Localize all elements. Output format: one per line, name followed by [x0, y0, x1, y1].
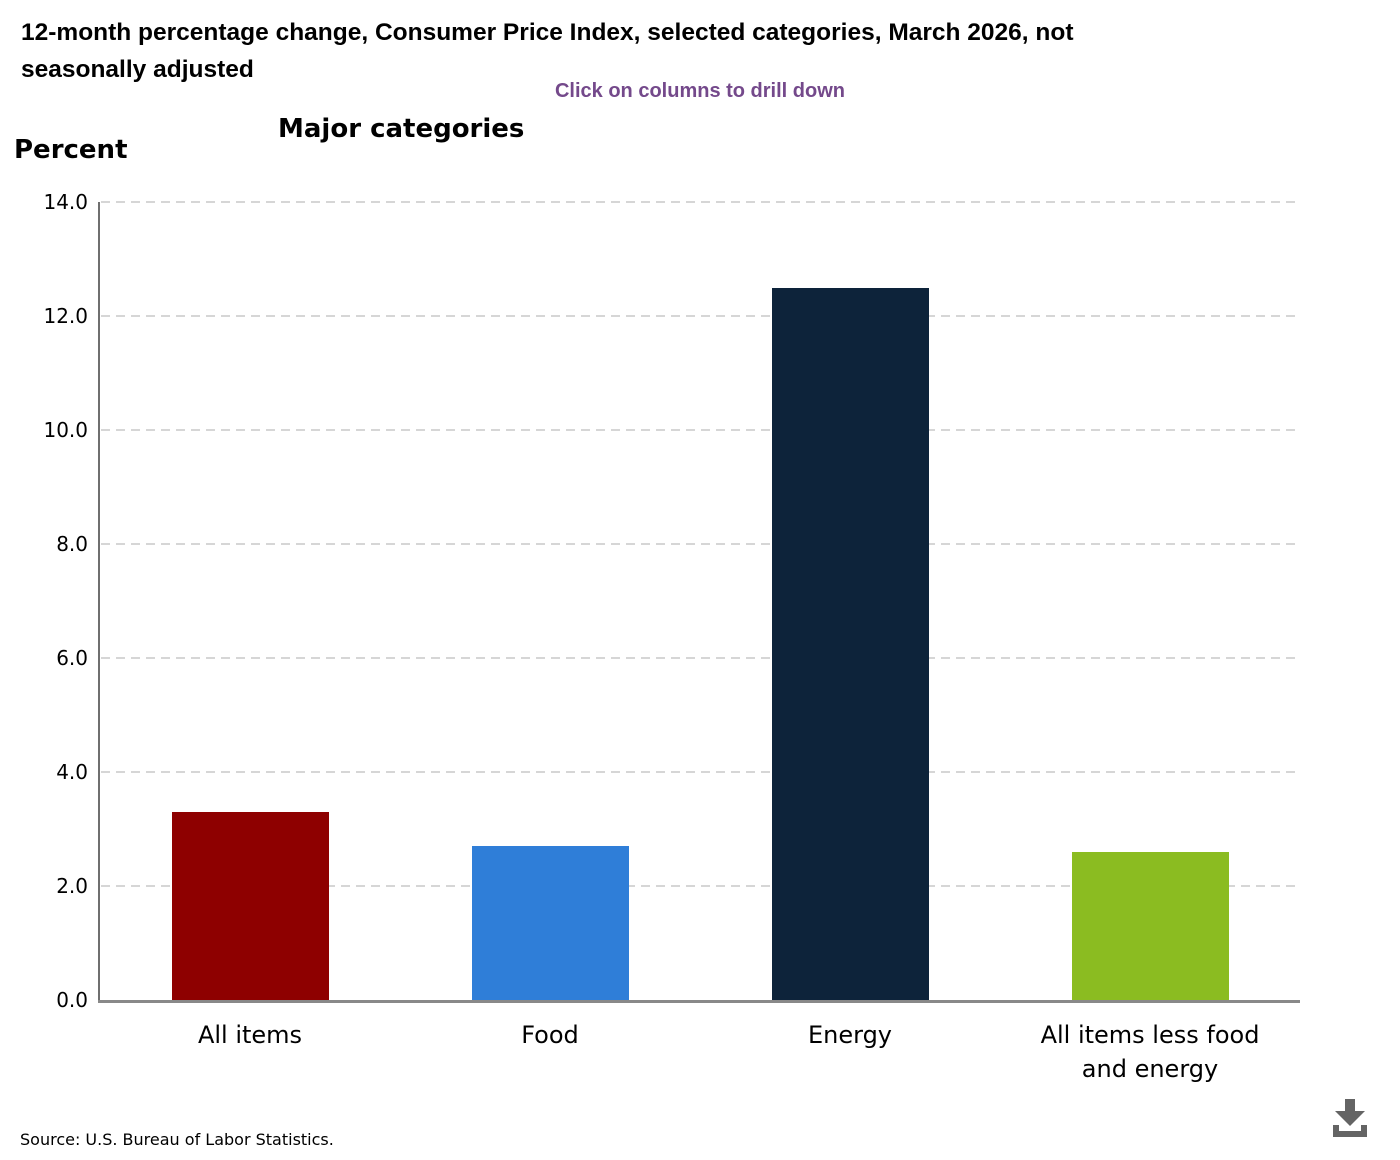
x-label-energy: Energy [807, 1021, 893, 1049]
y-tick-14.0: 14.0 [43, 190, 88, 214]
drilldown-hint: Click on columns to drill down [554, 80, 845, 102]
y-tick-6.0: 6.0 [56, 646, 88, 670]
source-note: Source: U.S. Bureau of Labor Statistics. [20, 1130, 334, 1149]
y-tick-10.0: 10.0 [43, 418, 88, 442]
y-tick-2.0: 2.0 [56, 874, 88, 898]
y-tick-4.0: 4.0 [56, 760, 88, 784]
y-tick-0.0: 0.0 [56, 988, 88, 1012]
bar-all-items-less-food-and-energy[interactable] [1071, 851, 1229, 1000]
gridline-14.0 [101, 201, 1300, 203]
gridline-6.0 [101, 657, 1300, 659]
x-label-all-items-less-food-and-energy: All items less food and energy [1040, 1021, 1260, 1083]
download-icon [1333, 1099, 1367, 1137]
x-axis-line [98, 1000, 1300, 1003]
y-axis-title: Percent [14, 135, 128, 165]
y-tick-8.0: 8.0 [56, 532, 88, 556]
bar-all-items[interactable] [171, 811, 329, 1000]
gridline-12.0 [101, 315, 1300, 317]
x-label-all-items: All items [197, 1021, 303, 1049]
page-title: 12-month percentage change, Consumer Pri… [21, 19, 1074, 83]
y-tick-12.0: 12.0 [43, 304, 88, 328]
download-button[interactable] [1326, 1098, 1374, 1138]
chart-title: Major categories [278, 114, 525, 144]
x-label-food: Food [521, 1021, 579, 1049]
gridline-10.0 [101, 429, 1300, 431]
y-axis-line [98, 202, 100, 1002]
gridline-4.0 [101, 771, 1300, 773]
gridline-8.0 [101, 543, 1300, 545]
bar-energy[interactable] [771, 287, 929, 1000]
plot-area [98, 201, 1300, 1003]
bar-food[interactable] [471, 846, 629, 1000]
gridline-2.0 [101, 885, 1300, 887]
